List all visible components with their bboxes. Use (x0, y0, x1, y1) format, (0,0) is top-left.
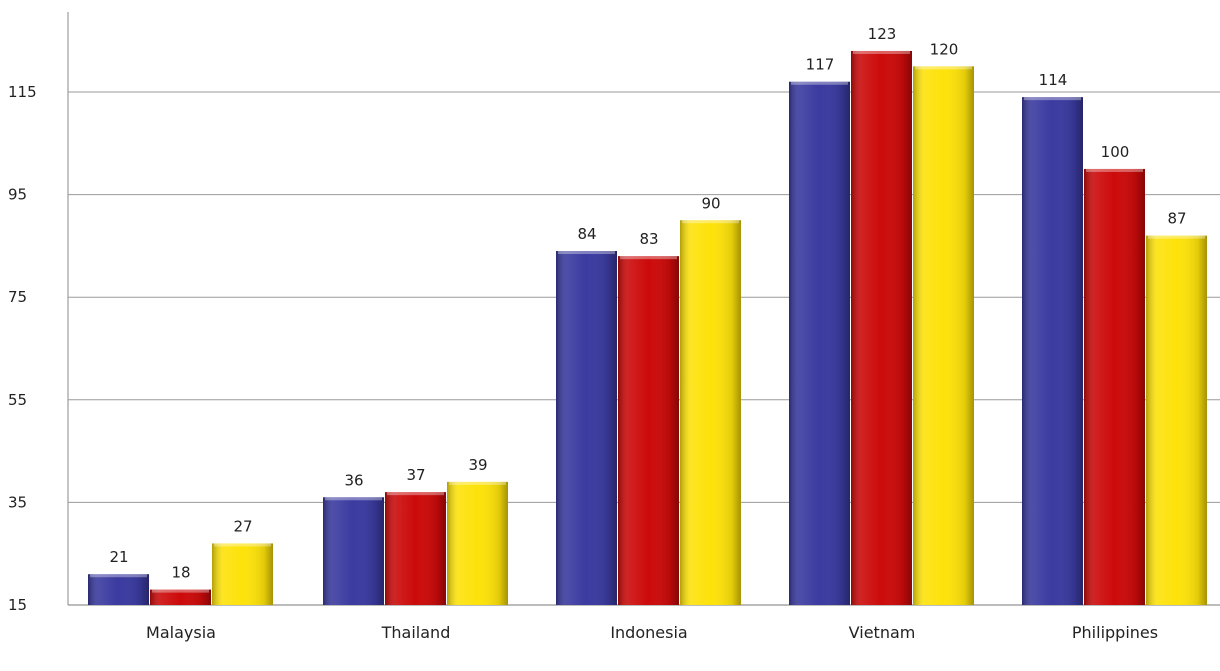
y-tick-label: 75 (8, 288, 27, 306)
y-tick-label: 15 (8, 596, 27, 614)
bar (556, 251, 617, 605)
bar-shading (851, 50, 912, 605)
category-label: Vietnam (849, 623, 916, 642)
value-label: 37 (406, 466, 425, 484)
labels: 15 35 55 75 95 115 21 18 27 Malaysia 36 37 39 Thailan… (8, 25, 1187, 642)
value-label: 87 (1167, 210, 1186, 228)
bar-shading (88, 574, 149, 605)
bar-shading (1084, 168, 1145, 605)
value-label: 27 (233, 517, 252, 535)
bar (1022, 97, 1083, 605)
value-label: 100 (1101, 143, 1130, 161)
bar (913, 66, 974, 606)
bar-highlight (325, 497, 382, 501)
bar-shading (556, 251, 617, 605)
bar-highlight (387, 492, 444, 496)
y-tick-label: 55 (8, 391, 27, 409)
category-label: Malaysia (146, 623, 216, 642)
value-label: 117 (806, 56, 835, 74)
bar-highlight (620, 256, 677, 260)
value-label: 90 (701, 194, 720, 212)
bar (150, 589, 211, 605)
bar-shading (323, 497, 384, 605)
y-tick-label: 115 (8, 83, 37, 101)
value-label: 18 (171, 564, 190, 582)
y-tick-label: 35 (8, 493, 27, 511)
value-label: 39 (468, 456, 487, 474)
bar (1146, 235, 1207, 605)
bar-shading (680, 220, 741, 605)
bar (447, 481, 508, 605)
value-label: 83 (639, 230, 658, 248)
bar-highlight (1024, 97, 1081, 101)
value-label: 123 (868, 25, 897, 43)
bar-highlight (791, 81, 848, 85)
bar-highlight (1086, 168, 1143, 172)
value-label: 114 (1039, 71, 1068, 89)
bar (385, 492, 446, 605)
bar-highlight (449, 481, 506, 485)
bar-highlight (682, 220, 739, 224)
bar-highlight (90, 574, 147, 578)
bars (88, 50, 1207, 606)
bar-highlight (853, 50, 910, 54)
bar-shading (385, 492, 446, 605)
bar-shading (150, 589, 211, 605)
bar (88, 574, 149, 605)
bar-highlight (1148, 235, 1205, 239)
bar (851, 50, 912, 605)
bar (789, 81, 850, 606)
bar (212, 543, 273, 605)
value-label: 84 (577, 225, 596, 243)
bar-shading (618, 256, 679, 605)
bar-highlight (152, 589, 209, 593)
bar-shading (1022, 97, 1083, 605)
value-label: 120 (930, 40, 959, 58)
bar-highlight (558, 251, 615, 255)
bar-shading (212, 543, 273, 605)
bar-shading (789, 81, 850, 606)
bar-highlight (915, 66, 972, 70)
category-label: Indonesia (610, 623, 687, 642)
value-label: 36 (344, 471, 363, 489)
bar (618, 256, 679, 605)
bar (323, 497, 384, 605)
category-label: Thailand (381, 623, 451, 642)
bar-shading (913, 66, 974, 606)
bar-highlight (214, 543, 271, 547)
bar (1084, 168, 1145, 605)
y-tick-label: 95 (8, 186, 27, 204)
value-label: 21 (109, 548, 128, 566)
bar (680, 220, 741, 605)
bar-shading (1146, 235, 1207, 605)
bar-shading (447, 481, 508, 605)
category-label: Philippines (1072, 623, 1158, 642)
